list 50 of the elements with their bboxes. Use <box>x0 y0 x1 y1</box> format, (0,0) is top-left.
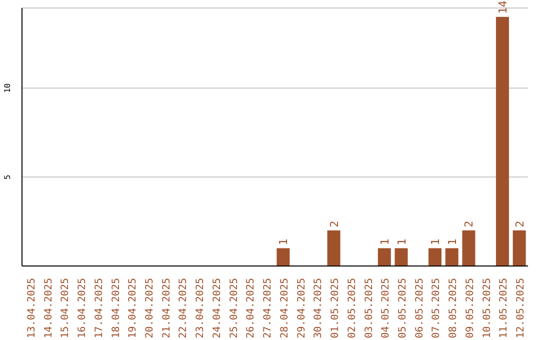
x-tick-label: 21.04.2025 <box>161 278 172 338</box>
x-tick-label: 25.04.2025 <box>228 278 240 338</box>
x-tick-label: 10.05.2025 <box>482 278 493 338</box>
x-tick-label: 19.04.2025 <box>128 278 139 338</box>
bar <box>327 230 340 266</box>
x-tick-label: 24.04.2025 <box>212 278 223 338</box>
data-label: 1 <box>277 238 290 246</box>
x-tick-label: 29.04.2025 <box>296 278 308 338</box>
x-tick-label: 07.05.2025 <box>431 278 442 338</box>
bar <box>394 248 408 266</box>
data-label: 2 <box>328 220 341 228</box>
bar <box>378 248 391 266</box>
x-tick-label: 04.05.2025 <box>380 278 392 338</box>
x-tick-label: 30.04.2025 <box>313 278 324 338</box>
x-tick-label: 17.04.2025 <box>94 278 105 338</box>
data-label: 2 <box>462 220 476 228</box>
y-tick-label: 5 <box>3 174 12 180</box>
x-tick-label: 26.04.2025 <box>246 278 257 338</box>
bar <box>462 230 476 266</box>
bar <box>428 248 442 266</box>
x-tick-label: 03.05.2025 <box>364 278 375 338</box>
data-label: 1 <box>446 238 459 246</box>
x-tick-label: 11.05.2025 <box>498 278 510 338</box>
bar <box>276 248 290 266</box>
x-tick-label: 05.05.2025 <box>398 278 408 338</box>
x-tick-label: 16.04.2025 <box>77 278 88 338</box>
x-tick-label: 13.04.2025 <box>26 278 38 338</box>
x-tick-label: 28.04.2025 <box>279 278 290 338</box>
bar <box>512 230 526 266</box>
x-tick-label: 08.05.2025 <box>448 278 460 338</box>
x-tick-label: 22.04.2025 <box>178 278 190 338</box>
x-tick-label: 27.04.2025 <box>262 278 274 338</box>
x-tick-label: 12.05.2025 <box>516 278 527 338</box>
x-tick-label: 06.05.2025 <box>414 278 426 338</box>
x-tick-label: 14.04.2025 <box>43 278 54 338</box>
x-tick-label: 20.04.2025 <box>144 278 156 338</box>
bar <box>496 16 509 266</box>
data-label: 1 <box>395 238 408 246</box>
x-tick-label: 18.04.2025 <box>110 278 122 338</box>
x-tick-label: 23.04.2025 <box>195 278 206 338</box>
x-tick-label: 02.05.2025 <box>346 278 358 338</box>
x-tick-label: 01.05.2025 <box>330 278 342 338</box>
data-label: 1 <box>428 238 442 246</box>
bar <box>445 248 458 266</box>
x-tick-label: 15.04.2025 <box>60 278 72 338</box>
data-label: 1 <box>378 238 392 246</box>
y-tick-label: 10 <box>3 83 12 93</box>
data-label: 14 <box>496 0 510 14</box>
data-label: 2 <box>513 220 526 228</box>
x-tick-label: 09.05.2025 <box>464 278 476 338</box>
